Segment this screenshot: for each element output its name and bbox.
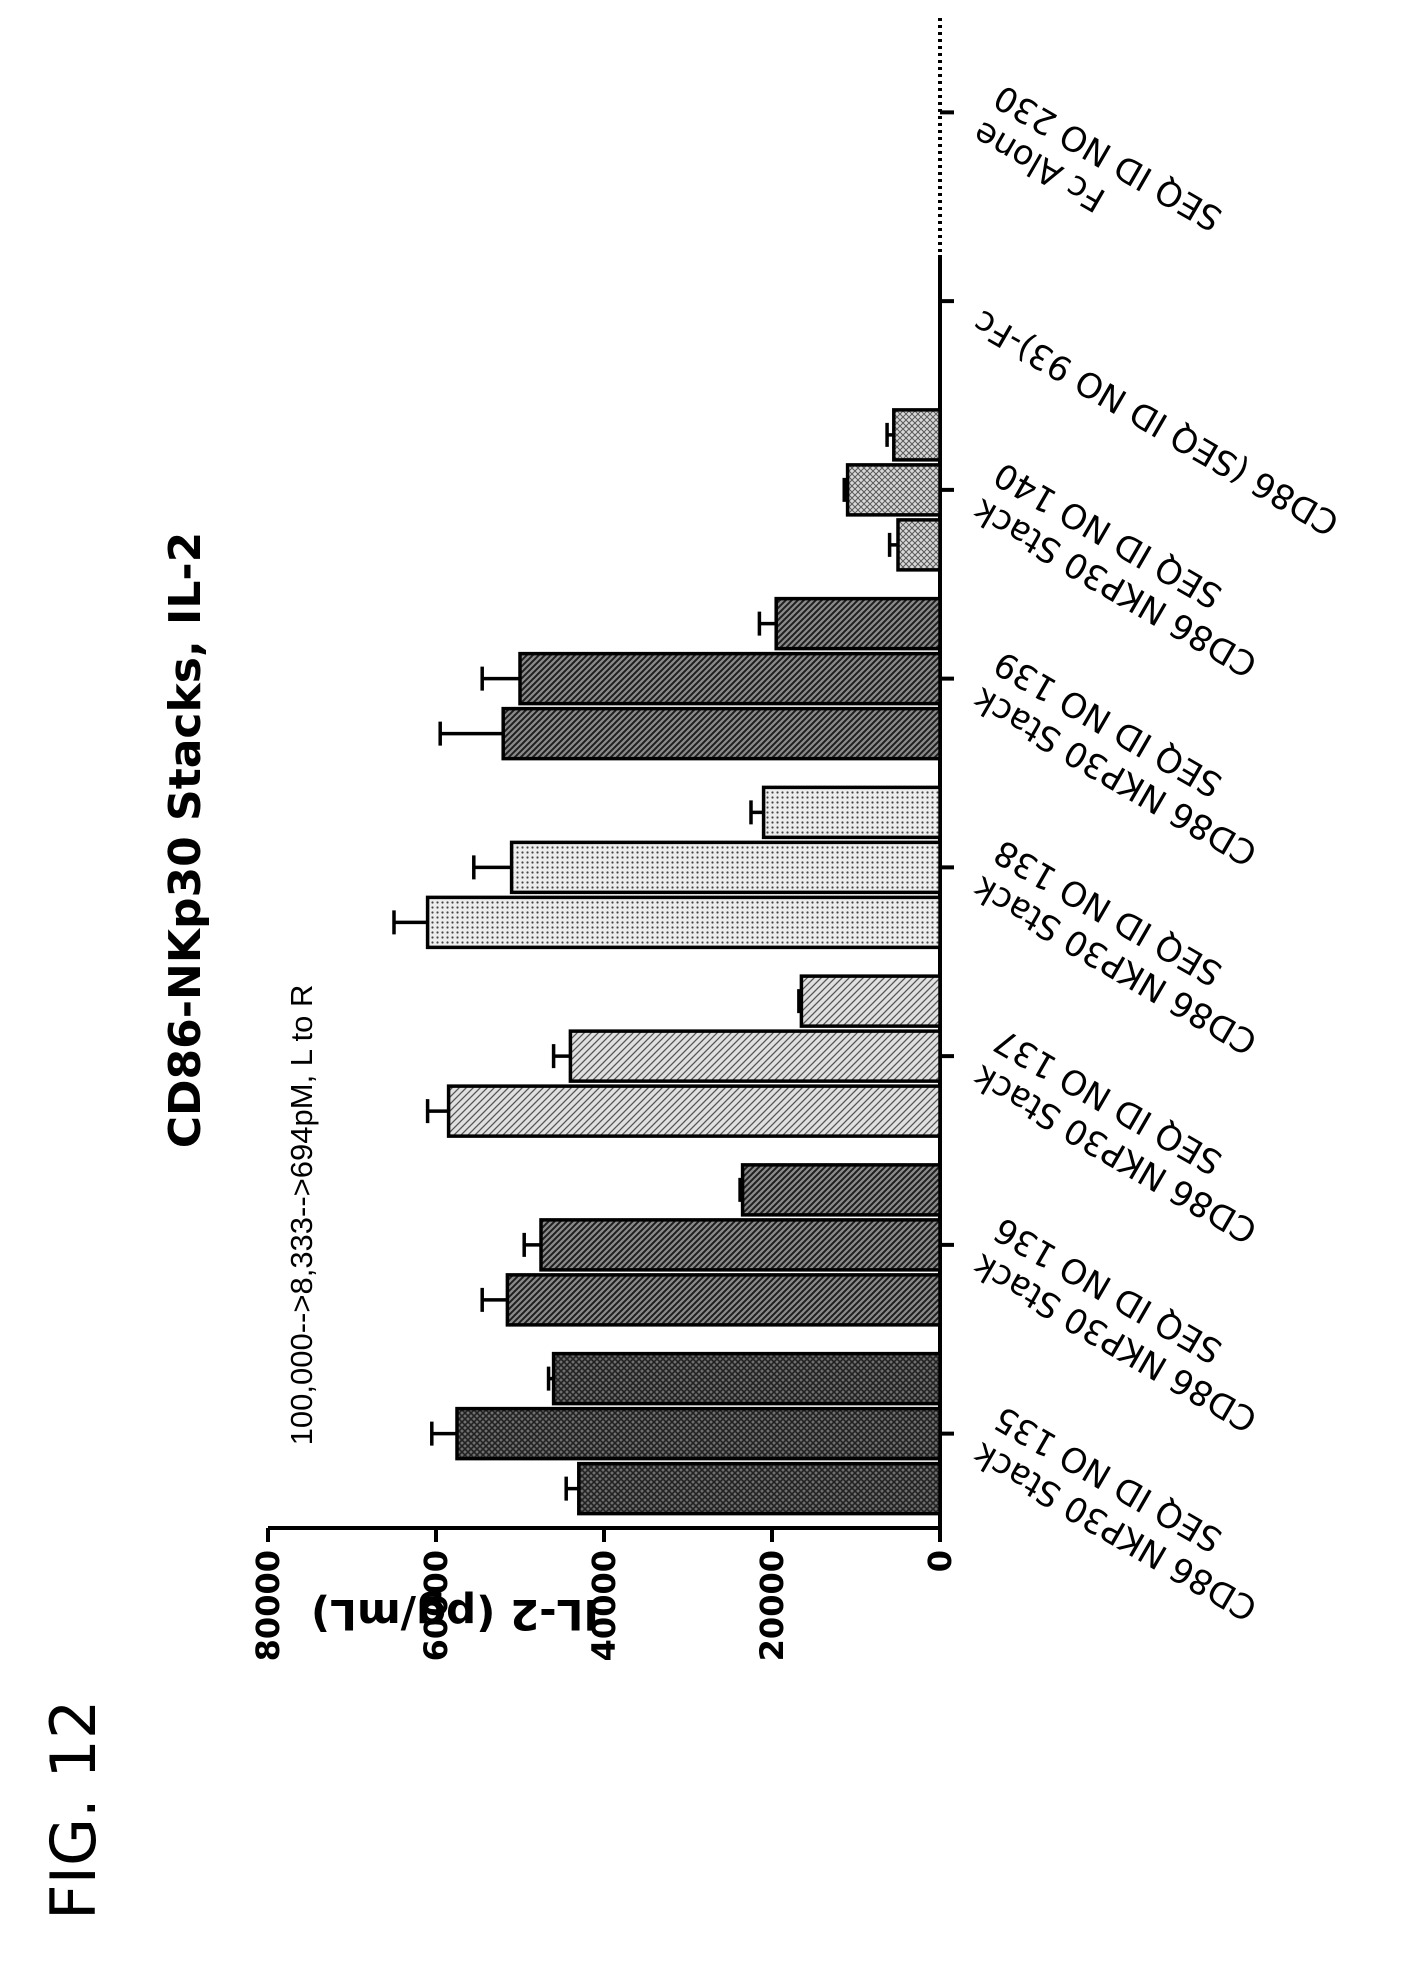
bar — [774, 596, 942, 651]
chart-title: CD86-NKp30 Stacks, IL-2 — [160, 532, 211, 1149]
bar — [425, 895, 942, 950]
bar — [509, 840, 942, 895]
error-bars — [392, 422, 898, 1501]
bar — [761, 785, 942, 840]
bar — [455, 1406, 942, 1461]
category-label: Fc AloneSEQ ID NO 230 — [967, 76, 1229, 275]
y-tick-label: 80000 — [249, 1550, 287, 1661]
bar — [551, 1351, 942, 1406]
bar — [892, 408, 942, 462]
bar — [446, 1084, 942, 1138]
y-tick-label: 60000 — [417, 1550, 455, 1661]
bars — [425, 408, 942, 1516]
bar — [505, 1273, 942, 1327]
bar — [539, 1218, 942, 1272]
bar — [518, 651, 942, 706]
chart-annotation: 100,000-->8,333-->694pM, L to R — [284, 985, 319, 1446]
y-tick-label: 20000 — [753, 1550, 791, 1661]
bar — [501, 706, 942, 761]
bar — [799, 974, 942, 1028]
y-tick-label: 40000 — [585, 1550, 623, 1661]
bar — [845, 463, 942, 517]
figure-label: FIG. 12 — [37, 1700, 110, 1920]
bar — [577, 1461, 942, 1516]
bar — [740, 1163, 942, 1217]
bar — [568, 1029, 942, 1083]
bar — [896, 518, 942, 572]
y-tick-labels: 0 20000 40000 60000 80000 — [249, 1550, 959, 1661]
y-axis-label: IL-2 (pg/mL) — [311, 1590, 599, 1639]
y-tick-label: 0 — [921, 1550, 959, 1572]
